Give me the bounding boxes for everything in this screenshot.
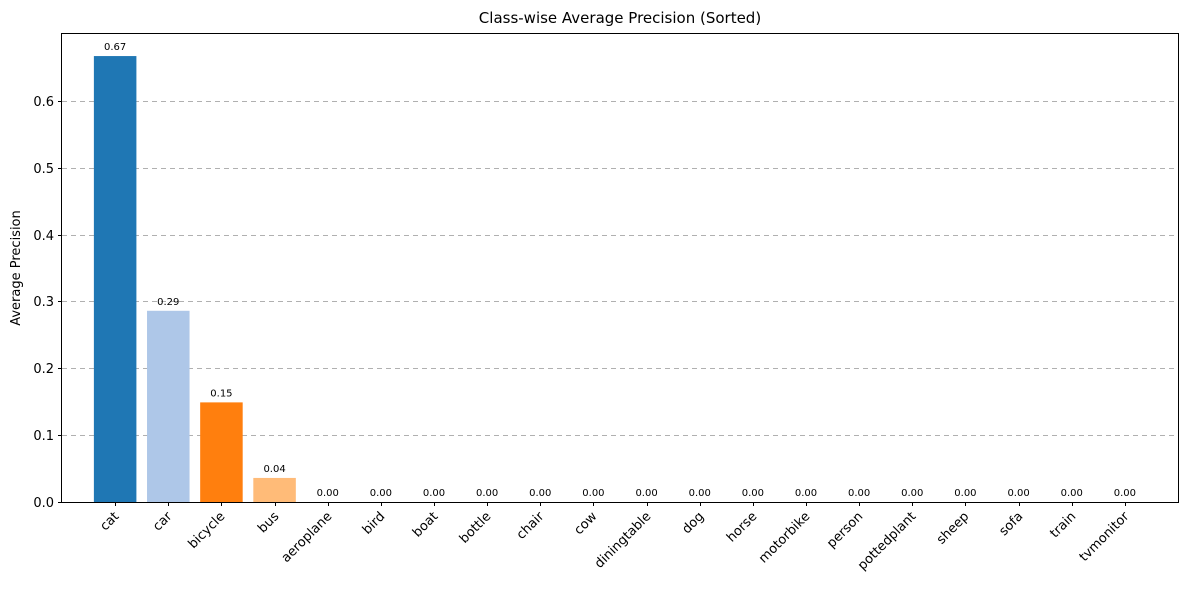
data-label-bicycle: 0.15	[210, 388, 232, 399]
bar-car	[147, 310, 190, 502]
x-tick-label-sofa: sofa	[996, 509, 1026, 539]
bar-bicycle	[200, 402, 243, 502]
y-tick-label: 0.6	[33, 95, 54, 110]
data-label-train: 0.00	[1061, 488, 1083, 499]
data-label-boat: 0.00	[423, 488, 445, 499]
x-tick-label-bus: bus	[255, 509, 282, 536]
bar-cat	[93, 56, 137, 502]
x-tick-label-boat: boat	[410, 509, 441, 540]
x-tick-label-tvmonitor: tvmonitor	[1077, 509, 1133, 565]
x-tick-label-motorbike: motorbike	[756, 509, 813, 566]
x-tick-label-horse: horse	[724, 509, 760, 545]
data-label-bird: 0.00	[370, 488, 392, 499]
data-label-car: 0.29	[157, 297, 179, 308]
data-label-person: 0.00	[848, 488, 870, 499]
data-label-bus: 0.04	[263, 464, 285, 475]
data-label-motorbike: 0.00	[795, 488, 817, 499]
data-labels: 0.67 0.29 0.15 0.04 0.00 0.00 0.00 0.00 0.00 0.00…	[104, 42, 1136, 499]
data-label-dog: 0.00	[689, 488, 711, 499]
data-label-horse: 0.00	[742, 488, 764, 499]
x-tick-label-train: train	[1047, 509, 1079, 541]
data-label-tvmonitor: 0.00	[1114, 488, 1136, 499]
x-tick-label-bird: bird	[360, 509, 388, 537]
y-tick-label: 0.1	[33, 429, 54, 444]
x-tick-label-aeroplane: aeroplane	[279, 509, 336, 566]
data-label-pottedplant: 0.00	[901, 488, 923, 499]
bar-bus	[253, 477, 296, 502]
gridlines	[62, 101, 1178, 436]
y-axis-label: Average Precision	[9, 210, 24, 326]
x-tick-label-diningtable: diningtable	[592, 509, 654, 571]
plot-area-frame	[61, 33, 1179, 503]
data-label-chair: 0.00	[529, 488, 551, 499]
data-label-cow: 0.00	[582, 488, 604, 499]
y-tick-label: 0.4	[33, 229, 54, 244]
x-tick-label-cat: cat	[97, 509, 122, 534]
chart-title: Class-wise Average Precision (Sorted)	[479, 9, 761, 27]
data-label-bottle: 0.00	[476, 488, 498, 499]
data-label-sheep: 0.00	[954, 488, 976, 499]
x-tick-label-chair: chair	[514, 509, 548, 543]
y-tick-label: 0.5	[33, 162, 54, 177]
data-label-sofa: 0.00	[1007, 488, 1029, 499]
data-label-diningtable: 0.00	[635, 488, 657, 499]
x-tick-label-bicycle: bicycle	[186, 509, 229, 552]
y-tick-label: 0.3	[33, 295, 54, 310]
data-label-cat: 0.67	[104, 42, 126, 53]
y-tick-label: 0.0	[33, 496, 54, 511]
x-tick-label-car: car	[150, 509, 176, 535]
data-label-aeroplane: 0.00	[317, 488, 339, 499]
x-tick-label-cow: cow	[572, 509, 601, 538]
x-tick-label-dog: dog	[679, 509, 707, 537]
x-tick-label-sheep: sheep	[934, 509, 972, 547]
y-axis-ticks: 0.0 0.1 0.2 0.3 0.4 0.5 0.6	[33, 95, 62, 511]
y-tick-label: 0.2	[33, 362, 54, 377]
x-tick-label-bottle: bottle	[457, 509, 494, 546]
x-tick-label-person: person	[824, 509, 866, 551]
bars	[93, 56, 296, 502]
